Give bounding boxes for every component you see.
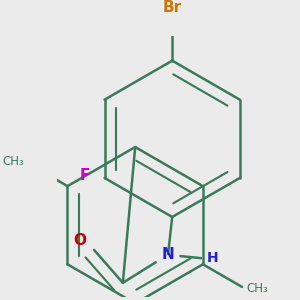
Text: CH₃: CH₃ (2, 155, 24, 168)
Text: F: F (80, 168, 90, 183)
Text: H: H (207, 251, 219, 265)
Text: O: O (73, 233, 86, 248)
Text: N: N (162, 247, 175, 262)
Text: CH₃: CH₃ (246, 283, 268, 296)
Text: Br: Br (163, 0, 182, 15)
